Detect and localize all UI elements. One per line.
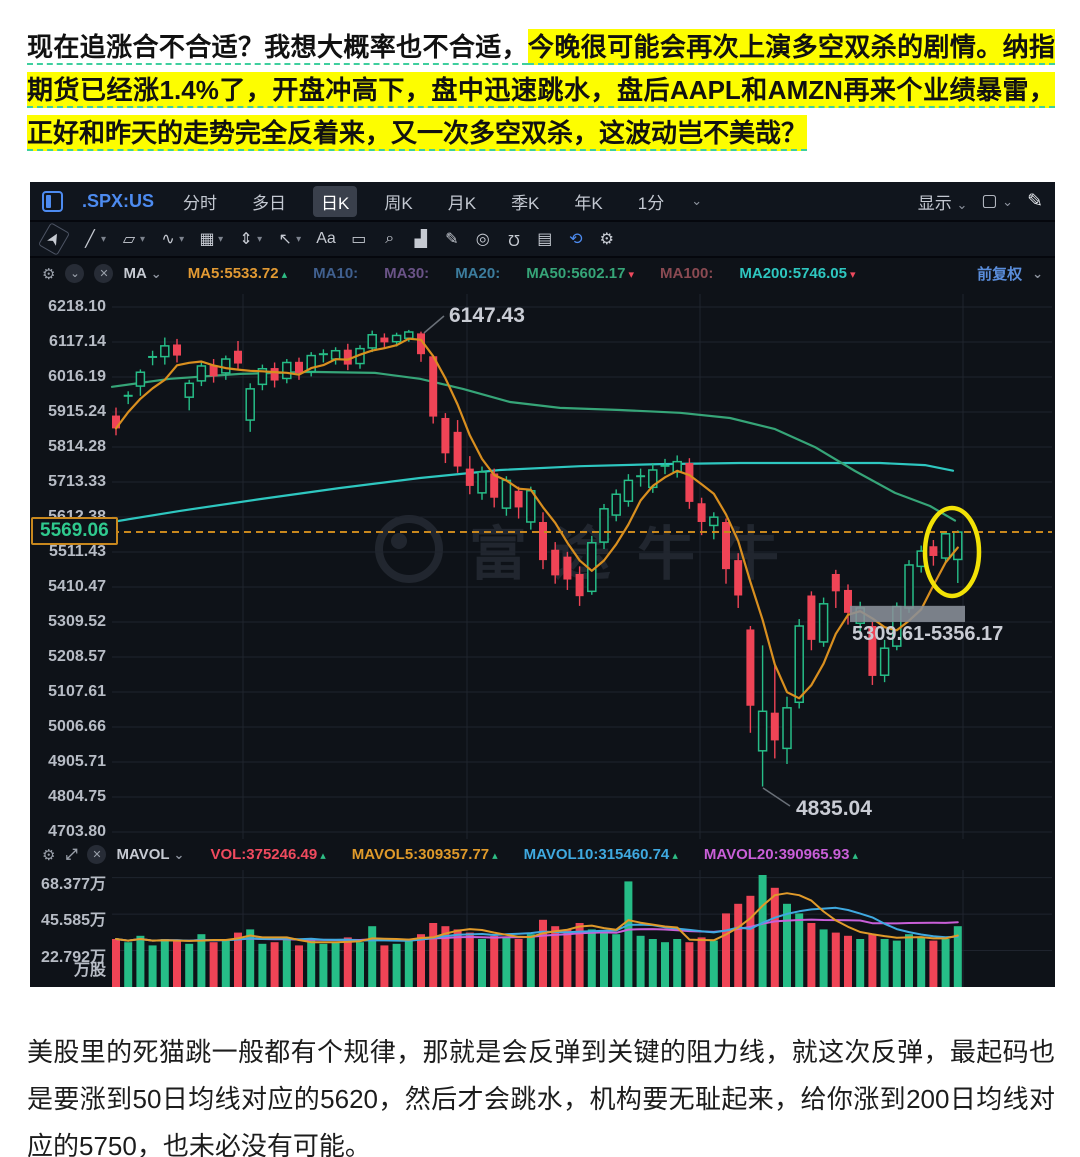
tab-日K[interactable]: 日K: [313, 185, 358, 217]
tab-年K[interactable]: 年K: [574, 193, 603, 213]
tab-季K[interactable]: 季K: [511, 193, 540, 213]
price-tick: 4703.80: [48, 823, 106, 840]
range-box-label: 5309.61-5356.17: [852, 623, 1003, 645]
price-tick: 5208.57: [48, 648, 106, 665]
price-tick: 6016.19: [48, 368, 106, 385]
gann-grid-icon[interactable]: ▦ ▾: [199, 231, 224, 248]
low-annotation: 4835.04: [796, 797, 872, 820]
price-chart-canvas[interactable]: 富途牛牛 5309.61-5356.17 6147.43 4835.04 6218.…: [30, 289, 1055, 840]
peak-annotation: 6147.43: [449, 304, 525, 327]
indicator-mavol20[interactable]: MAVOL20:390965.93 ▴: [703, 846, 859, 863]
symbol-label[interactable]: .SPX:US: [82, 190, 155, 211]
tab-多日[interactable]: 多日: [252, 193, 287, 213]
indicator-mavol10[interactable]: MAVOL10:315460.74 ▴: [523, 846, 678, 863]
drawing-toolbar: ➤ ╱ ▾ ▱ ▾ ∿ ▾ ▦ ▾ ⇕ ▾ ↖ ▾ Aa ▭ ⌕ ▟ ✎ ◎ Ω ▤ ⟲ ⚙: [30, 222, 1055, 258]
search-icon[interactable]: ⌕: [385, 230, 395, 247]
settings-icon[interactable]: ⚙: [599, 231, 614, 248]
ma-collapse-icon[interactable]: ⌄: [65, 264, 85, 283]
tab-1分[interactable]: 1分: [637, 193, 665, 213]
indicator-vol[interactable]: VOL:375246.49 ▴: [210, 846, 326, 863]
volume-chart: [112, 870, 1052, 987]
draw-icon[interactable]: ✎: [445, 231, 459, 248]
chart-style-icon[interactable]: [42, 190, 63, 212]
article-intro: 现在追涨合不合适？我想大概率也不合适，今晚很可能会再次上演多空双杀的剧情。纳指期…: [27, 26, 1055, 155]
mavol-values: VOL:375246.49 ▴ MAVOL5:309357.77 ▴ MAVOL10…: [184, 846, 858, 863]
indicator-ma200[interactable]: MA200:5746.05 ▾: [739, 265, 856, 282]
price-tick: 6218.10: [48, 298, 106, 315]
sync-icon[interactable]: ⟲: [569, 231, 583, 248]
indicator-ma30[interactable]: MA30:: [384, 265, 430, 282]
cursor-icon[interactable]: ➤: [37, 222, 71, 256]
price-tick: 5814.28: [48, 438, 106, 455]
price-tick: 5713.33: [48, 473, 106, 490]
chevron-down-icon[interactable]: ⌄: [1032, 265, 1043, 281]
display-menu[interactable]: 显示 ⌄: [917, 193, 968, 213]
vol-expand-icon[interactable]: ⤢: [65, 846, 78, 863]
chevron-down-icon: ⌄: [956, 196, 968, 212]
tab-月K[interactable]: 月K: [447, 193, 477, 213]
chevron-down-icon[interactable]: ⌄: [150, 265, 162, 281]
adjust-mode-button[interactable]: 前复权: [977, 266, 1023, 283]
layout-icon: ▢: [981, 191, 998, 210]
price-tick: 5915.24: [48, 403, 106, 420]
pencil-icon[interactable]: ✎: [1027, 190, 1043, 212]
indicator-ma50[interactable]: MA50:5602.17 ▾: [526, 265, 635, 282]
layout-menu[interactable]: ▢ ⌄: [981, 191, 1013, 211]
stock-chart-panel: .SPX:US 分时 多日 日K 周K 月K 季K 年K 1分 ⌄ 显示 ⌄ ▢ ⌄ ✎ ➤ ╱…: [30, 182, 1055, 987]
trend-line-icon[interactable]: ╱ ▾: [85, 231, 107, 248]
comment-icon[interactable]: ▭: [351, 231, 367, 248]
intro-plain-text: 现在追涨合不合适？我想大概率也不合适，: [27, 32, 528, 62]
wave-icon[interactable]: ∿ ▾: [161, 231, 185, 248]
price-tick: 6117.14: [49, 333, 106, 350]
indicator-ma10[interactable]: MA10:: [313, 265, 359, 282]
ma-title[interactable]: MA: [123, 265, 147, 282]
price-tick: 5410.47: [48, 578, 106, 595]
price-tick: 4905.71: [48, 753, 106, 770]
chevron-down-icon[interactable]: ⌄: [173, 846, 185, 862]
tab-周K[interactable]: 周K: [384, 193, 413, 213]
indicator-ma5[interactable]: MA5:5533.72 ▴: [187, 265, 288, 282]
magnet-icon[interactable]: Ω: [507, 231, 520, 248]
volume-tick: 45.585万: [41, 912, 106, 930]
chart-header: .SPX:US 分时 多日 日K 周K 月K 季K 年K 1分 ⌄ 显示 ⌄ ▢ ⌄ ✎: [30, 182, 1055, 222]
trash-icon[interactable]: ▤: [537, 231, 553, 248]
tab-分时[interactable]: 分时: [183, 193, 218, 213]
price-tick: 5107.61: [48, 683, 106, 700]
indicator-ma100[interactable]: MA100:: [660, 265, 714, 282]
target-icon[interactable]: ◎: [475, 231, 490, 248]
measure-icon[interactable]: ⇕ ▾: [239, 231, 263, 248]
ma-values: MA5:5533.72 ▴ MA10: MA30: MA20: MA50:5602.17…: [162, 265, 856, 282]
chevron-down-icon: ⌄: [1002, 194, 1014, 209]
text-tool-icon[interactable]: Aa: [316, 230, 336, 247]
yellow-circle-annotation: [922, 505, 982, 599]
price-tick: 5511.43: [49, 543, 106, 560]
vol-close-icon[interactable]: ✕: [87, 845, 107, 864]
volume-tick: 68.377万: [41, 875, 106, 893]
candlestick-chart: 5309.61-5356.17 6147.43 4835.04: [110, 294, 1052, 839]
ma-settings-gear-icon[interactable]: ⚙: [42, 265, 56, 283]
indicator-ma20[interactable]: MA20:: [455, 265, 501, 282]
volume-profile-icon[interactable]: ▟: [414, 231, 427, 248]
ma-indicator-row: ⚙ ⌄ ✕ MA ⌄ MA5:5533.72 ▴ MA10: MA30: MA20: M…: [30, 258, 1055, 289]
volume-unit-label: 万股: [73, 962, 106, 979]
mavol-title[interactable]: MAVOL: [116, 846, 170, 863]
vol-settings-gear-icon[interactable]: ⚙: [42, 846, 56, 864]
period-caret-icon[interactable]: ⌄: [691, 193, 703, 208]
price-tick: 4804.75: [48, 788, 106, 805]
volume-indicator-row: ⚙ ⤢ ✕ MAVOL ⌄ VOL:375246.49 ▴ MAVOL5:3093…: [30, 839, 1055, 870]
price-tick: 5309.52: [48, 613, 106, 630]
arrow-mark-icon[interactable]: ↖ ▾: [278, 231, 302, 248]
indicator-mavol5[interactable]: MAVOL5:309357.77 ▴: [351, 846, 498, 863]
article-outro: 美股里的死猫跳一般都有个规律，那就是会反弹到关键的阻力线，就这次反弹，最起码也是…: [27, 1037, 1055, 1157]
volume-tick: 22.792万: [41, 948, 106, 966]
period-tabs: 分时 多日 日K 周K 月K 季K 年K 1分: [175, 185, 672, 217]
channel-icon[interactable]: ▱ ▾: [122, 231, 146, 248]
current-price-tag: 5569.06: [31, 517, 118, 545]
intro-highlighted-text: 今晚很可能会再次上演多空双杀的剧情。纳指期货已经涨1.4%了，开盘冲高下，盘中迅…: [27, 29, 1055, 151]
price-tick: 5006.66: [48, 718, 106, 735]
volume-chart-canvas[interactable]: 68.377万 45.585万 22.792万 万股: [30, 870, 1055, 989]
range-box-annotation: [850, 605, 965, 622]
ma-close-icon[interactable]: ✕: [94, 264, 114, 283]
